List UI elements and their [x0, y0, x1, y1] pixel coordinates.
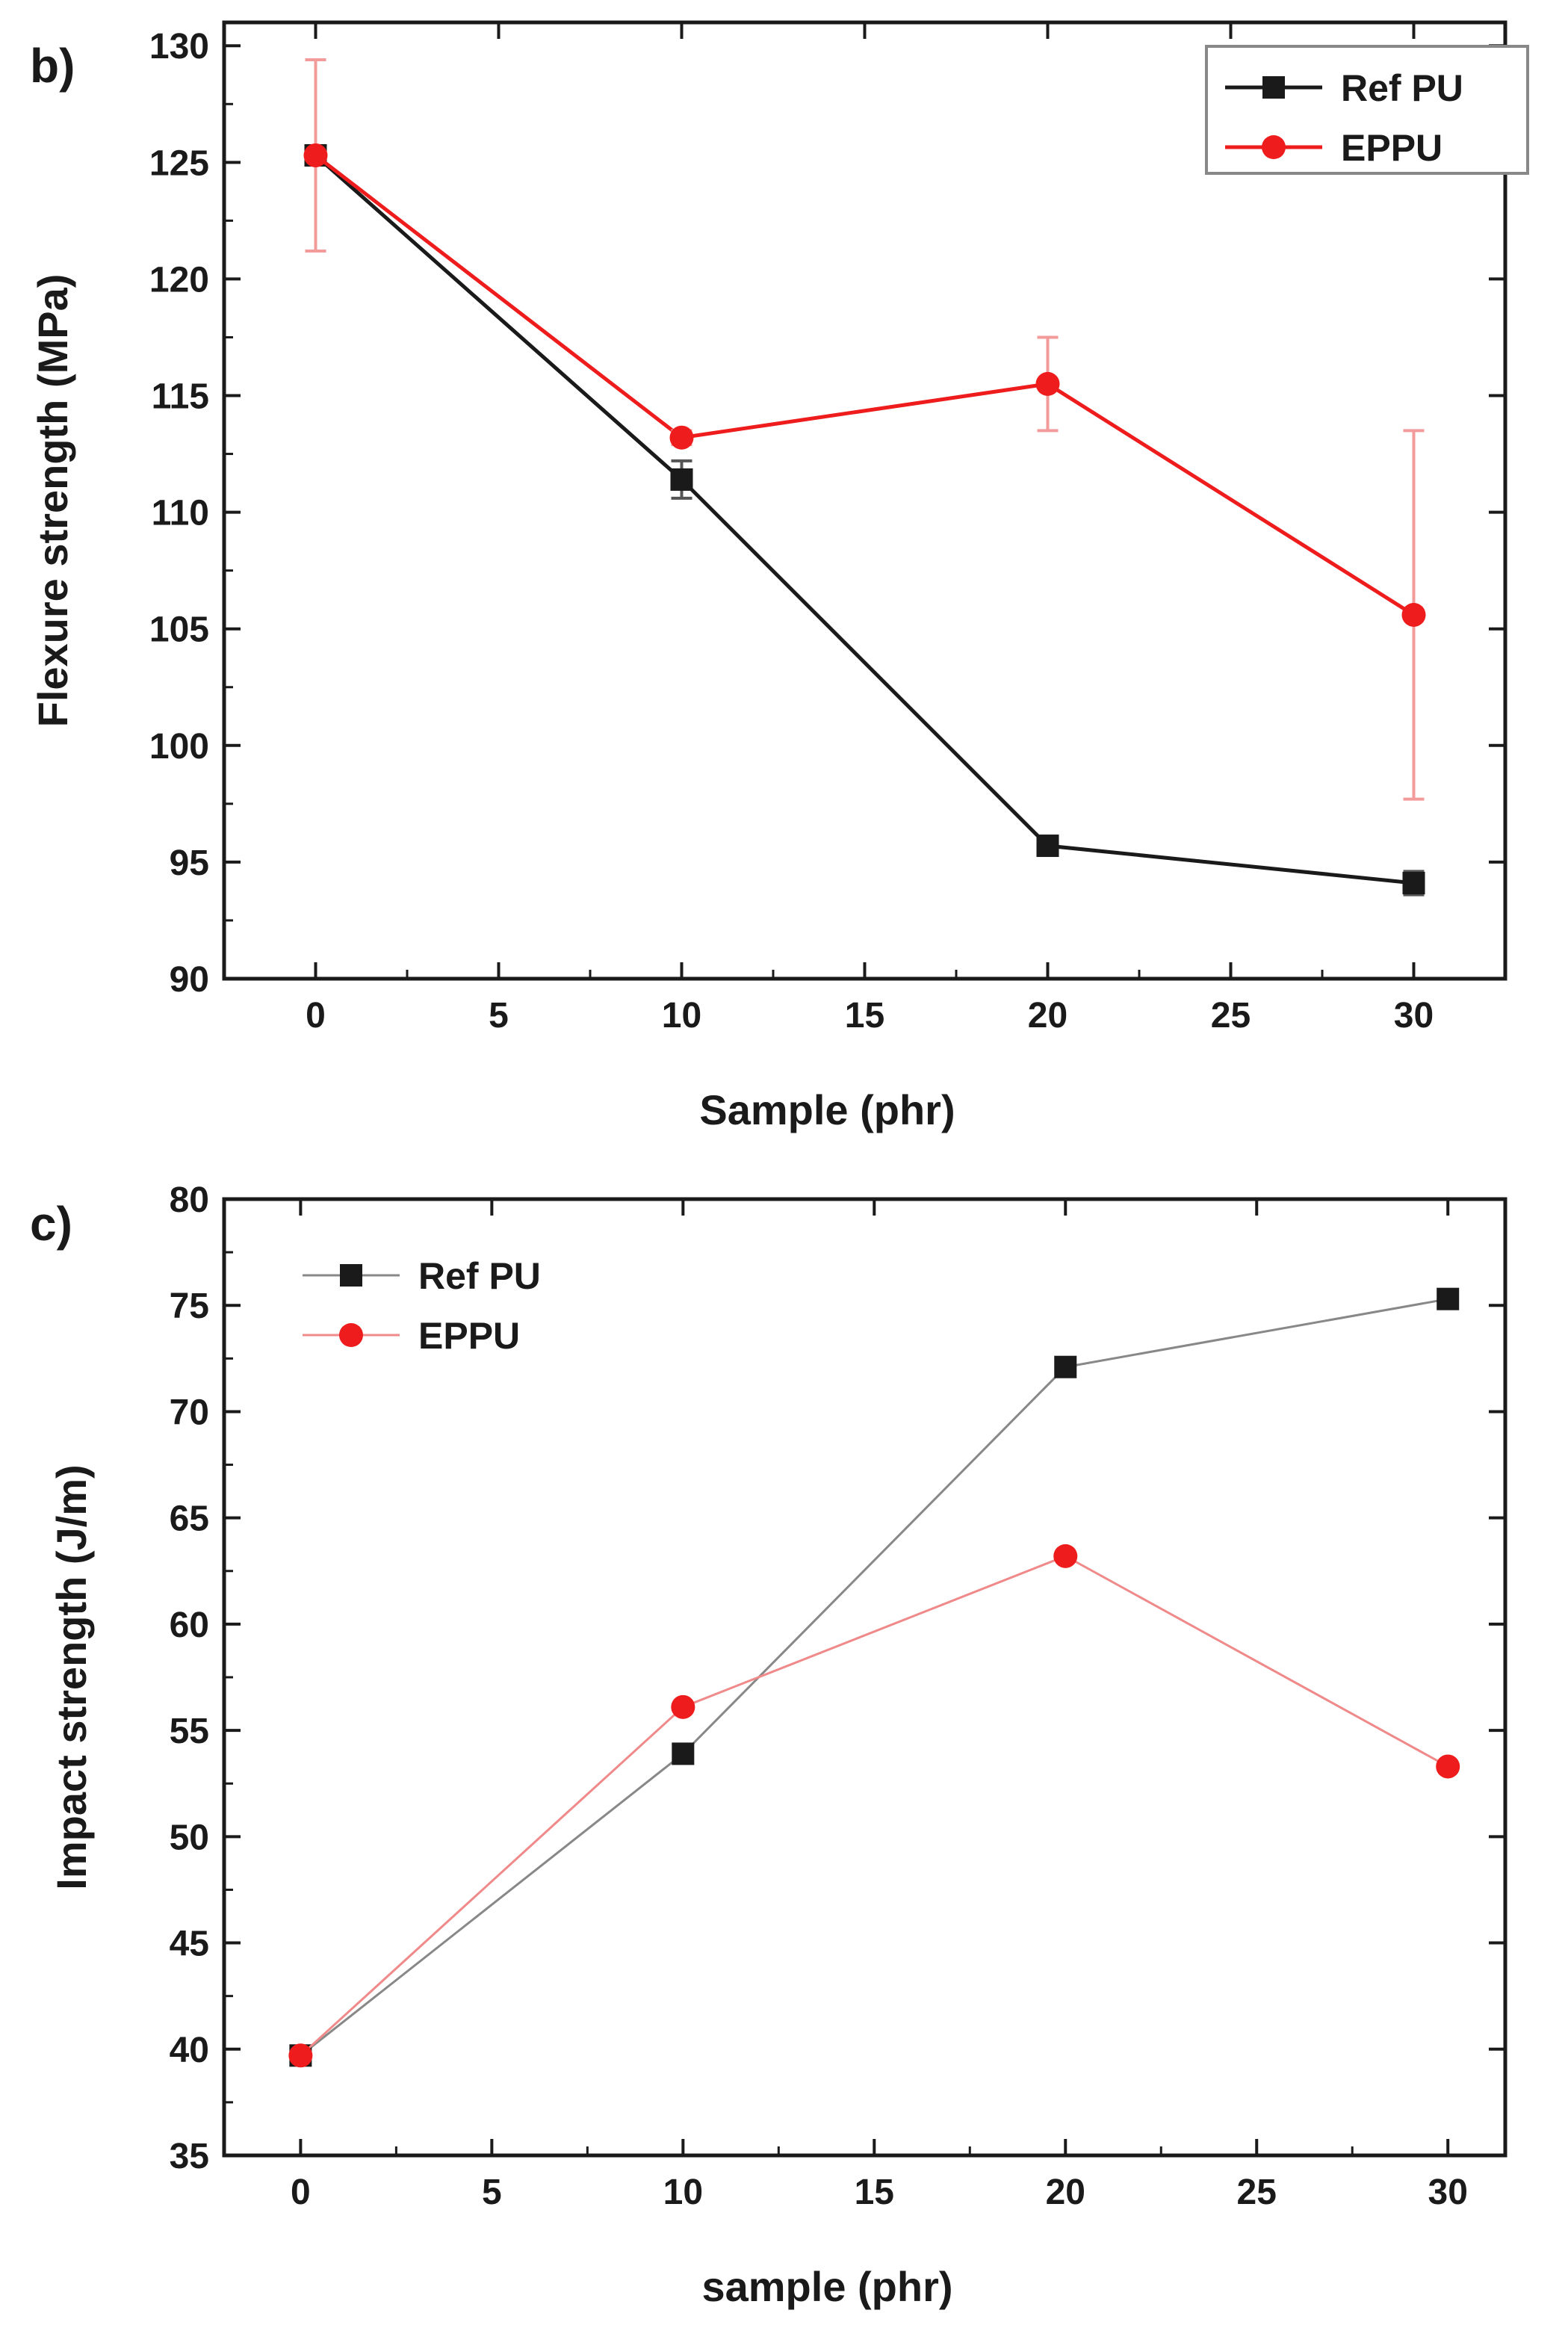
x-tick-label: 5	[482, 2173, 502, 2212]
panel-label: c)	[30, 1197, 72, 1251]
data-point-eppu	[303, 143, 328, 167]
series-line-eppu	[300, 1555, 1448, 2057]
y-tick-label: 35	[170, 2137, 209, 2176]
impact-strength-chart: 0 5 10 15 20 25 30 35 40 45 50 55 60 65 70 75 80 sample (…	[30, 1180, 1507, 2310]
x-tick-label: 5	[489, 996, 509, 1035]
plot-frame	[222, 1197, 1507, 2158]
series-line-ref-pu	[314, 154, 1414, 885]
y-tick-label: 100	[149, 727, 209, 767]
data-point-eppu	[1436, 1754, 1460, 1779]
y-tick-label: 70	[170, 1393, 209, 1432]
y-tick-label: 115	[152, 377, 209, 417]
legend-marker-ref-pu	[1262, 76, 1285, 99]
panel-label: b)	[30, 39, 75, 93]
x-tick-label: 15	[845, 996, 884, 1035]
x-axis-title: Sample (phr)	[699, 1086, 955, 1133]
legend-label-eppu: EPPU	[1341, 127, 1443, 169]
y-tick-label: 105	[149, 610, 209, 650]
y-axis-title: Impact strength (J/m)	[48, 1464, 95, 1889]
data-point-ref-pu	[1054, 1355, 1077, 1378]
x-tick-label: 30	[1428, 2173, 1468, 2212]
data-point-ref-pu	[672, 1742, 695, 1765]
legend-marker-eppu	[339, 1323, 363, 1347]
y-tick-label: 60	[170, 1606, 209, 1645]
y-tick-label: 90	[170, 960, 209, 1000]
data-point-ref-pu	[1036, 835, 1059, 858]
data-point-eppu	[1053, 1544, 1078, 1568]
x-tick-label: 25	[1237, 2173, 1277, 2212]
series-line-ref-pu	[300, 1298, 1448, 2057]
x-axis-title: sample (phr)	[701, 2263, 952, 2310]
y-tick-label: 80	[170, 1180, 209, 1220]
data-point-ref-pu	[670, 468, 693, 491]
y-tick-label: 110	[152, 494, 209, 533]
y-tick-label: 45	[170, 1925, 209, 1964]
data-point-eppu	[669, 425, 694, 450]
data-point-eppu	[288, 2043, 313, 2068]
data-point-ref-pu	[1402, 872, 1425, 894]
y-tick-label: 130	[149, 27, 209, 66]
y-tick-label: 65	[170, 1499, 209, 1539]
data-point-eppu	[671, 1694, 695, 1719]
data-point-eppu	[1401, 602, 1426, 627]
series-line-eppu	[314, 153, 1415, 617]
legend-label-ref-pu: Ref PU	[418, 1255, 541, 1297]
y-tick-label: 75	[170, 1287, 209, 1326]
y-tick-label: 120	[149, 260, 209, 300]
x-tick-label: 10	[662, 996, 701, 1035]
y-tick-label: 50	[170, 1818, 209, 1857]
x-tick-label: 30	[1394, 996, 1434, 1035]
legend-box	[1205, 45, 1529, 175]
x-tick-label: 20	[1046, 2173, 1085, 2212]
data-point-eppu	[1035, 371, 1060, 396]
y-tick-label: 40	[170, 2031, 209, 2070]
y-axis-title: Flexure strength (MPa)	[29, 274, 76, 728]
x-tick-label: 0	[291, 2173, 311, 2212]
x-tick-label: 0	[306, 996, 326, 1035]
y-tick-label: 55	[170, 1712, 209, 1751]
y-tick-label: 95	[170, 843, 209, 883]
legend-marker-eppu	[1262, 135, 1286, 159]
legend-marker-ref-pu	[340, 1264, 362, 1287]
x-tick-label: 25	[1211, 996, 1251, 1035]
data-point-ref-pu	[1437, 1287, 1460, 1310]
y-tick-label: 125	[149, 143, 209, 183]
x-tick-label: 20	[1028, 996, 1067, 1035]
x-tick-label: 10	[663, 2173, 703, 2212]
legend-label-ref-pu: Ref PU	[1341, 67, 1463, 109]
legend-label-eppu: EPPU	[418, 1315, 520, 1357]
flexure-strength-chart: 0 5 10 15 20 25 30 90 95 100 105 110 115 120 125 130 Sam…	[29, 20, 1529, 1133]
x-tick-label: 15	[855, 2173, 894, 2212]
